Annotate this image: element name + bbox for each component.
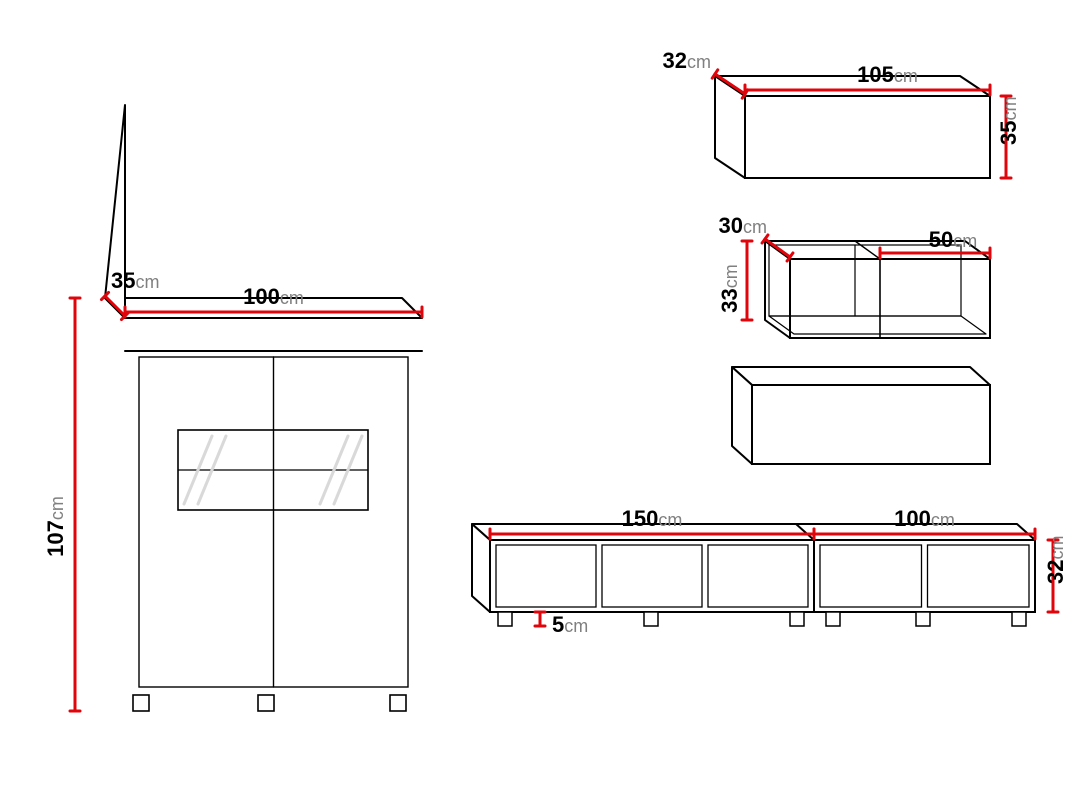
svg-text:100cm: 100cm	[243, 284, 304, 309]
svg-text:35cm: 35cm	[111, 268, 159, 293]
svg-text:5cm: 5cm	[552, 612, 588, 637]
svg-text:150cm: 150cm	[622, 506, 683, 531]
diagram-stage: 100cm 35cm 107cm 150cm 100cm 32cm 5cm 105cm 32cm…	[0, 0, 1080, 810]
svg-text:105cm: 105cm	[857, 62, 918, 87]
svg-text:33cm: 33cm	[717, 264, 742, 312]
svg-text:30cm: 30cm	[719, 213, 767, 238]
svg-text:32cm: 32cm	[663, 48, 711, 73]
svg-text:50cm: 50cm	[929, 227, 977, 252]
svg-text:35cm: 35cm	[996, 97, 1021, 145]
svg-text:100cm: 100cm	[894, 506, 955, 531]
svg-text:107cm: 107cm	[43, 496, 68, 557]
svg-text:32cm: 32cm	[1043, 536, 1068, 584]
